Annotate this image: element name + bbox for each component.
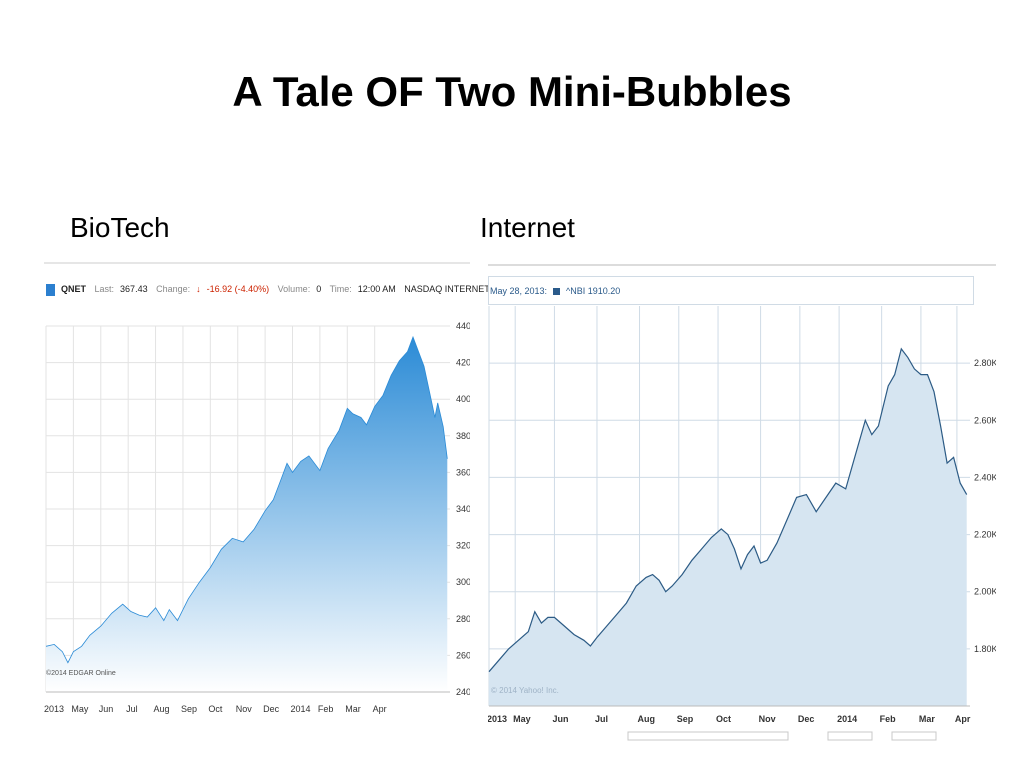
down-arrow-icon: ↓ xyxy=(196,284,201,295)
chart-credit: ©2014 EDGAR Online xyxy=(46,670,116,677)
x-tick-label: Jul xyxy=(126,704,138,714)
y-tick-label: 2.80K xyxy=(974,358,996,368)
y-tick-label: 320 xyxy=(456,541,470,551)
last-label: Last: xyxy=(94,284,115,295)
slide-title: A Tale OF Two Mini-Bubbles xyxy=(232,68,792,115)
biotech-heading: BioTech xyxy=(70,212,170,243)
range-selector xyxy=(827,731,873,741)
series-area xyxy=(489,348,967,706)
change-label: Change: xyxy=(156,284,191,295)
x-tick-label: 2014 xyxy=(837,714,857,724)
volume-label: Volume: xyxy=(277,284,311,295)
x-tick-label: May xyxy=(71,704,89,714)
x-tick-label: Oct xyxy=(208,704,223,714)
series-area xyxy=(46,337,448,692)
x-tick-label: May xyxy=(513,714,531,724)
series-color-swatch xyxy=(46,284,55,296)
chart-credit: © 2014 Yahoo! Inc. xyxy=(491,686,559,695)
series-value: ^NBI 1910.20 xyxy=(566,286,621,296)
x-tick-label: Dec xyxy=(798,714,815,724)
y-tick-label: 280 xyxy=(456,614,470,624)
quote-bar: QNET Last: 367.43 Change: ↓ -16.92 (-4.40%)… xyxy=(46,284,526,296)
x-tick-label: Jul xyxy=(595,714,608,724)
series-line xyxy=(45,335,448,664)
x-tick-label: Oct xyxy=(716,714,731,724)
x-tick-label: Dec xyxy=(263,704,280,714)
y-tick-label: 2.20K xyxy=(974,530,996,540)
x-tick-label: Aug xyxy=(154,704,170,714)
range-selector xyxy=(891,731,937,741)
x-tick-label: Sep xyxy=(677,714,694,724)
x-tick-label: Nov xyxy=(236,704,253,714)
x-tick-label: Feb xyxy=(318,704,334,714)
x-tick-label: Nov xyxy=(759,714,776,724)
x-tick-label: Apr xyxy=(955,714,971,724)
time-label: Time: xyxy=(329,284,352,295)
biotech-chart-panel: QNET Last: 367.43 Change: ↓ -16.92 (-4.40%)… xyxy=(44,262,520,724)
x-tick-label: Aug xyxy=(638,714,656,724)
internet-chart-panel: May 28, 2013: ^NBI 1910.20 1.80K 2.00K 2.20… xyxy=(488,264,996,742)
symbol: QNET xyxy=(61,284,87,295)
x-tick-label: Jun xyxy=(99,704,114,714)
series-line xyxy=(488,347,968,673)
volume-value: 0 xyxy=(316,284,322,295)
quote-bar: May 28, 2013: ^NBI 1910.20 xyxy=(490,286,626,296)
change-value: -16.92 (-4.40%) xyxy=(206,284,270,295)
range-selector xyxy=(627,731,789,741)
x-tick-label: 2013 xyxy=(44,704,64,714)
x-tick-label: Apr xyxy=(373,704,387,714)
y-tick-label: 440 xyxy=(456,321,470,331)
y-tick-label: 360 xyxy=(456,467,470,477)
y-tick-label: 260 xyxy=(456,650,470,660)
x-tick-label: 2014 xyxy=(291,704,311,714)
y-tick-label: 300 xyxy=(456,577,470,587)
biotech-area-chart: 240 260 280 300 320 340 360 380 400 420 440 2013 May… xyxy=(44,321,470,714)
y-tick-label: 400 xyxy=(456,394,470,404)
y-tick-label: 1.80K xyxy=(974,644,996,654)
x-tick-label: Mar xyxy=(345,704,361,714)
quote-header-frame xyxy=(488,276,974,305)
y-tick-label: 2.40K xyxy=(974,472,996,482)
date-label: May 28, 2013: xyxy=(490,286,548,296)
y-tick-label: 2.00K xyxy=(974,587,996,597)
internet-heading: Internet xyxy=(480,212,575,243)
x-tick-label: 2013 xyxy=(488,714,507,724)
last-value: 367.43 xyxy=(120,284,148,295)
index-name: NASDAQ INTERNET INDEX xyxy=(404,284,520,295)
y-tick-label: 2.60K xyxy=(974,415,996,425)
y-tick-label: 340 xyxy=(456,504,470,514)
y-tick-label: 420 xyxy=(456,358,470,368)
time-value: 12:00 AM xyxy=(357,284,396,295)
series-color-swatch xyxy=(553,288,561,296)
x-tick-label: Feb xyxy=(880,714,897,724)
x-tick-label: Mar xyxy=(919,714,936,724)
internet-area-chart: 1.80K 2.00K 2.20K 2.40K 2.60K 2.80K 2013 May Jun… xyxy=(488,276,996,741)
y-tick-label: 240 xyxy=(456,687,470,697)
x-tick-label: Sep xyxy=(181,704,197,714)
y-tick-label: 380 xyxy=(456,431,470,441)
x-tick-label: Jun xyxy=(552,714,568,724)
